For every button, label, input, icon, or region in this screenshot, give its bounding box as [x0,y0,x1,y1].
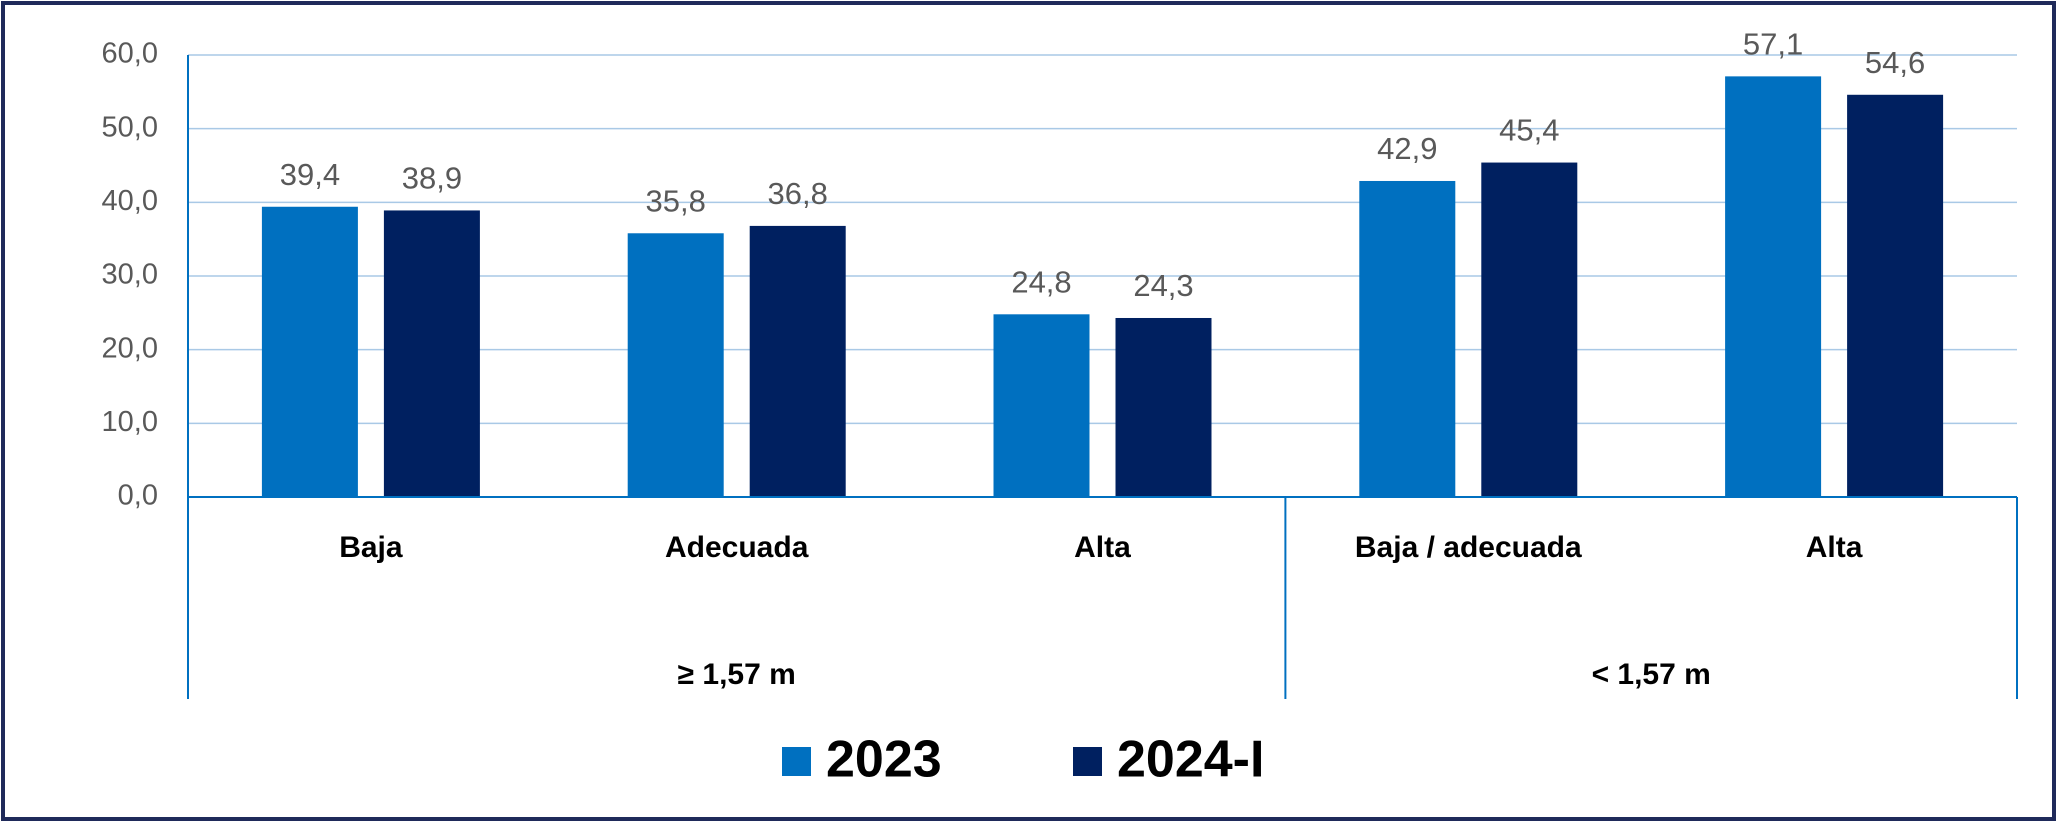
legend-swatch [1073,747,1102,776]
x-tick-label: Adecuada [665,531,809,564]
group-label: < 1,57 m [1592,658,1711,691]
y-tick-label: 40,0 [102,185,158,217]
y-tick-label: 60,0 [102,38,158,70]
bar [1359,180,1456,497]
value-label: 57,1 [1743,27,1803,62]
value-label: 39,4 [280,157,340,192]
legend-label: 2024-I [1117,731,1264,789]
bar [1115,317,1212,497]
y-tick-label: 50,0 [102,111,158,143]
bar [1725,76,1822,497]
y-tick-label: 20,0 [102,332,158,364]
y-tick-label: 0,0 [118,480,158,512]
value-label: 45,4 [1499,113,1559,148]
y-tick-label: 30,0 [102,259,158,291]
y-tick-label: 10,0 [102,406,158,438]
value-label: 36,8 [768,176,828,211]
value-label: 24,8 [1011,264,1071,299]
bar [993,314,1090,497]
bar [749,225,846,497]
bar [261,206,358,497]
value-label: 54,6 [1865,45,1925,80]
bar [1481,162,1578,497]
group-label: ≥ 1,57 m [678,658,796,691]
bar [383,210,480,498]
x-tick-label: Baja [339,531,403,564]
value-label: 42,9 [1377,131,1437,166]
bar [627,233,724,498]
legend-label: 2023 [826,731,942,789]
x-tick-label: Baja / adecuada [1354,531,1582,564]
x-tick-label: Alta [1074,531,1131,564]
bar [1847,94,1944,497]
value-label: 35,8 [646,183,706,218]
legend-swatch [782,747,811,776]
value-label: 24,3 [1133,268,1193,303]
x-tick-label: Alta [1805,531,1863,564]
value-label: 38,9 [402,161,462,196]
